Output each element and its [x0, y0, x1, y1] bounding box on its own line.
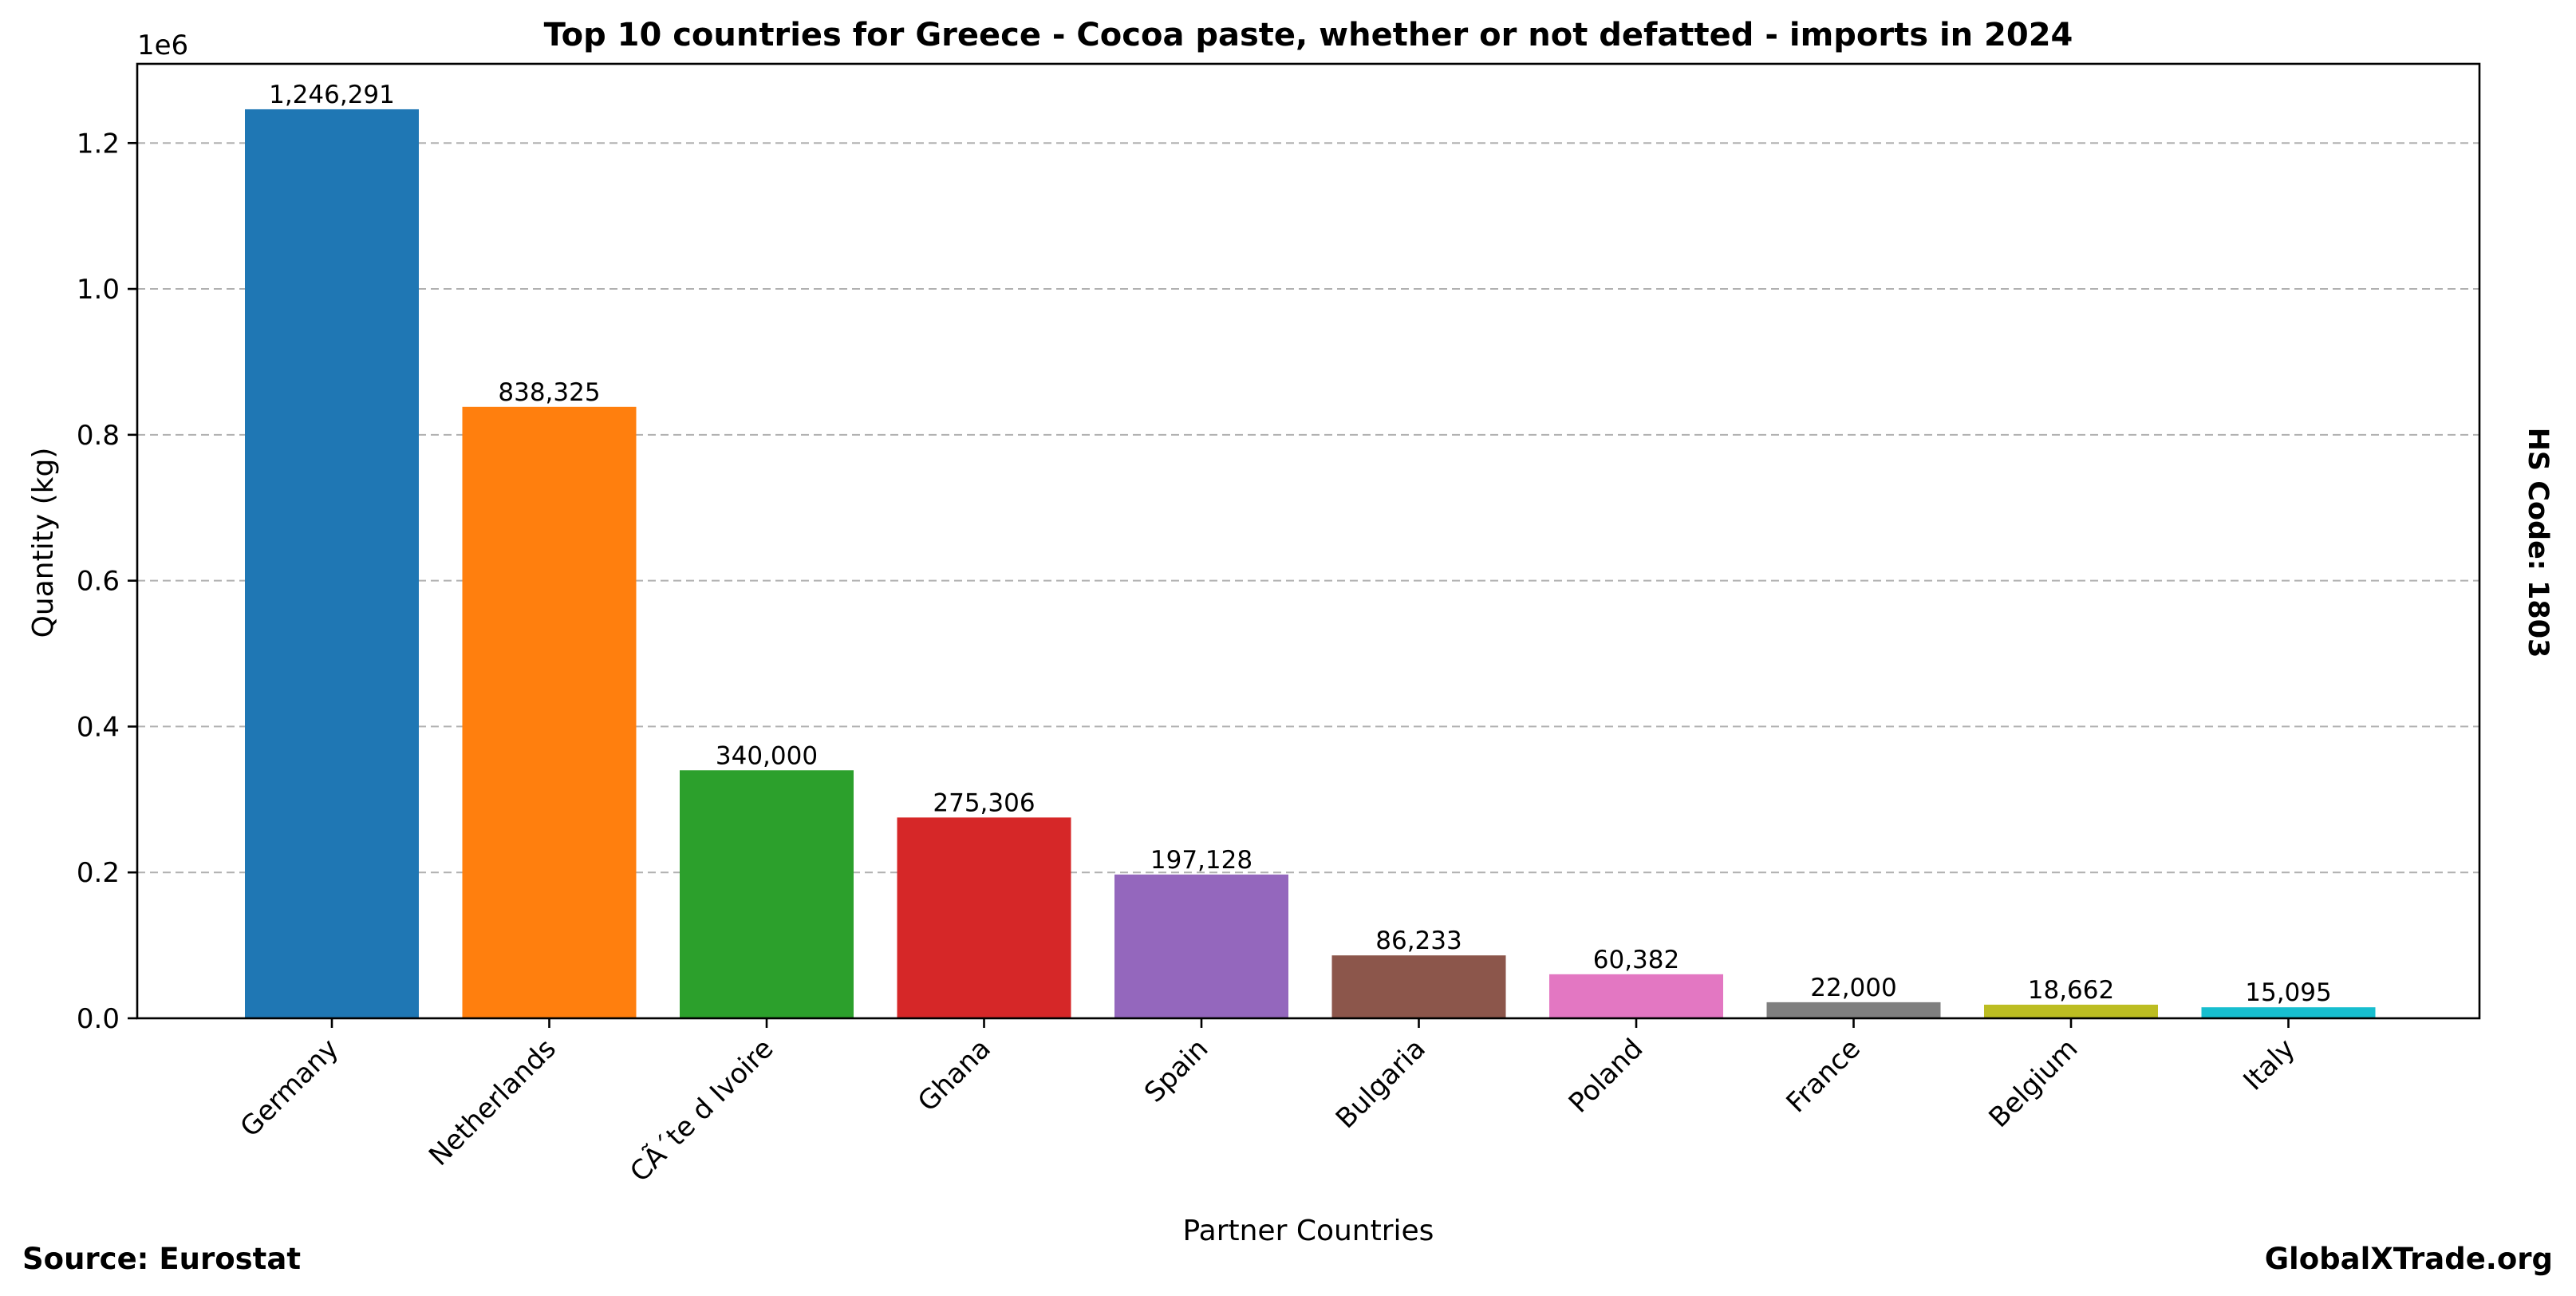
x-tick-label: France	[1781, 1033, 1867, 1119]
bar-germany	[245, 109, 419, 1018]
bar-poland	[1549, 974, 1723, 1018]
bar-c-te-d-ivoire	[680, 770, 854, 1018]
bar-bulgaria	[1331, 955, 1506, 1018]
y-tick-label: 0.8	[77, 420, 120, 452]
data-label: 15,095	[2245, 978, 2331, 1007]
brand-note: GlobalXTrade.org	[2265, 1242, 2553, 1276]
x-tick-label: Spain	[1138, 1033, 1214, 1108]
x-tick-label: Germany	[235, 1033, 345, 1144]
x-axis: Germany Netherlands CÃ´te d Ivoire Ghana Spa…	[235, 1018, 2302, 1188]
y-tick-label: 0.6	[77, 566, 120, 598]
data-label: 60,382	[1593, 946, 1679, 974]
y-axis-title: Quantity (kg)	[27, 448, 60, 638]
source-note: Source: Eurostat	[22, 1242, 301, 1276]
x-tick-label: Bulgaria	[1330, 1033, 1432, 1135]
bar-spain	[1114, 874, 1288, 1018]
hs-code-note: HS Code: 1803	[2522, 428, 2554, 658]
data-label: 275,306	[933, 788, 1035, 817]
y-axis: 0.0 0.2 0.4 0.6 0.8 1.0 1.2	[77, 128, 137, 1035]
data-label: 340,000	[716, 741, 818, 770]
x-axis-title: Partner Countries	[1183, 1215, 1434, 1247]
data-label: 18,662	[2028, 976, 2114, 1005]
x-tick-label: Netherlands	[423, 1033, 562, 1172]
bar-france	[1766, 1002, 1941, 1018]
x-tick-label: Poland	[1563, 1033, 1650, 1120]
x-tick-label: CÃ´te d Ivoire	[624, 1033, 779, 1188]
x-tick-label: Italy	[2237, 1033, 2301, 1096]
data-label: 1,246,291	[269, 81, 395, 109]
data-label: 197,128	[1150, 846, 1252, 875]
y-offset-label: 1e6	[137, 30, 188, 61]
data-labels: 1,246,291 838,325 340,000 275,306 197,128 86,…	[269, 81, 2332, 1007]
data-label: 838,325	[498, 378, 600, 407]
plot-frame	[136, 62, 2481, 1020]
data-label: 86,233	[1375, 927, 1462, 955]
y-tick-label: 0.0	[77, 1003, 120, 1035]
bar-netherlands	[462, 406, 637, 1018]
bars	[245, 109, 2376, 1018]
bar-italy	[2201, 1007, 2376, 1018]
x-tick-label: Ghana	[912, 1033, 997, 1118]
chart-title: Top 10 countries for Greece - Cocoa past…	[544, 17, 2073, 53]
y-tick-label: 0.4	[77, 711, 120, 743]
data-label: 22,000	[1810, 974, 1896, 1002]
x-tick-label: Belgium	[1983, 1033, 2085, 1134]
y-tick-label: 1.0	[77, 274, 120, 306]
y-tick-label: 0.2	[77, 857, 120, 889]
y-tick-label: 1.2	[77, 128, 120, 160]
bar-belgium	[1984, 1004, 2158, 1018]
bar-ghana	[897, 817, 1071, 1018]
